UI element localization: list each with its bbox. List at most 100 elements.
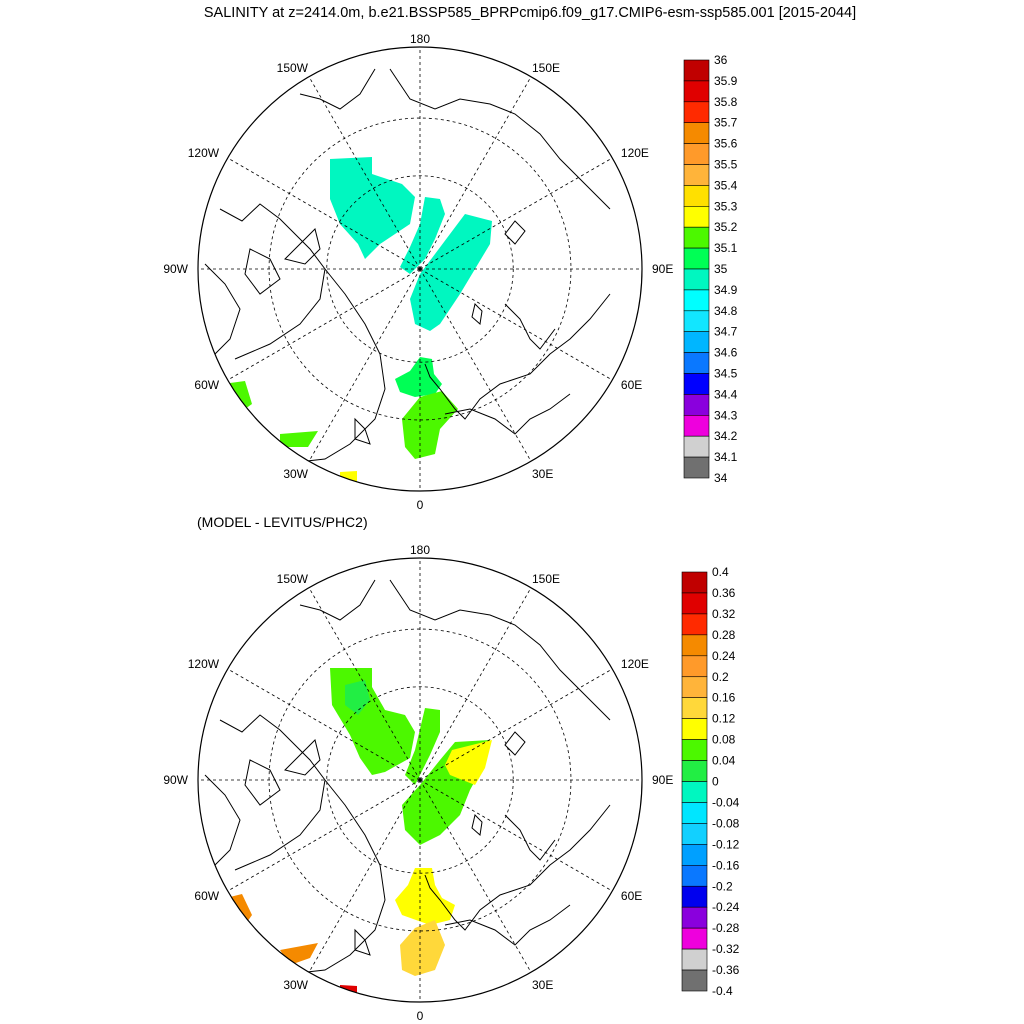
coastline xyxy=(204,774,241,866)
colorbar-label: 34.3 xyxy=(714,408,738,422)
lon-label: 90W xyxy=(163,262,188,276)
coastline xyxy=(299,579,376,621)
colorbar-swatch xyxy=(681,718,708,740)
colorbar-label: 35.7 xyxy=(714,116,738,130)
colorbar-label: 35.8 xyxy=(714,95,738,109)
colorbar-swatch xyxy=(681,906,708,929)
meridian-line xyxy=(419,76,532,270)
figure-title: SALINITY at z=2414.0m, b.e21.BSSP585_BPR… xyxy=(204,5,856,21)
colorbar-label: 35.1 xyxy=(714,241,738,255)
colorbar-label: 35.4 xyxy=(714,178,738,192)
lon-label: 30E xyxy=(532,978,553,992)
colorbar-label: -0.32 xyxy=(712,942,740,956)
meridian-line xyxy=(227,268,421,381)
colorbar-swatch xyxy=(681,676,708,699)
greenland-sea-region xyxy=(400,920,445,976)
colorbar-label: 34.8 xyxy=(714,304,738,318)
colorbar-label: 0.16 xyxy=(712,691,736,705)
coastline xyxy=(504,731,526,756)
colorbar-label: 35.6 xyxy=(714,137,738,151)
colorbar-swatch xyxy=(683,101,710,124)
colorbar-swatch xyxy=(681,885,708,908)
meridian-line xyxy=(308,779,421,973)
meridian-line xyxy=(227,779,421,892)
colorbar-label: 0.08 xyxy=(712,733,736,747)
colorbar-label: 34.2 xyxy=(714,429,738,443)
fram-strait-region xyxy=(395,868,455,925)
colorbar-label: -0.12 xyxy=(712,837,740,851)
colorbar-swatch xyxy=(683,143,710,165)
colorbar-label: -0.04 xyxy=(712,795,740,809)
meridian-line xyxy=(419,268,532,462)
lon-label: 30E xyxy=(532,467,553,481)
lon-label: 180 xyxy=(410,543,430,557)
meridian-line xyxy=(419,668,613,781)
coastline xyxy=(354,928,371,956)
colorbar-swatch xyxy=(683,80,710,103)
colorbar-label: 0.4 xyxy=(712,565,729,579)
lon-label: 30W xyxy=(283,978,308,992)
colorbar-swatch xyxy=(683,185,710,207)
colorbar-label: -0.4 xyxy=(712,984,733,998)
coastline xyxy=(299,68,376,110)
coastline xyxy=(354,417,371,445)
meridian-line xyxy=(227,157,421,270)
colorbar-label: 0.2 xyxy=(712,670,729,684)
colorbar-swatch xyxy=(681,948,708,971)
colorbar-label: 0.24 xyxy=(712,649,736,663)
lon-label: 60E xyxy=(621,378,642,392)
latitude-ring xyxy=(326,175,514,363)
coastline xyxy=(471,814,483,836)
colorbar-label: -0.2 xyxy=(712,879,733,893)
coastline xyxy=(389,68,611,210)
lomonosov-ridge-region xyxy=(405,708,440,785)
lon-label: 0 xyxy=(417,1009,424,1023)
colorbar-label: 0.36 xyxy=(712,586,736,600)
latitude-ring xyxy=(326,686,514,874)
colorbar-label: 0.04 xyxy=(712,754,736,768)
coastline xyxy=(244,759,281,806)
colorbar-swatch xyxy=(681,927,708,950)
coastline xyxy=(444,904,571,946)
colorbar-label: 35.9 xyxy=(714,74,738,88)
meridian-line xyxy=(308,268,421,462)
difference-map-panel: (MODEL - LEVITUS/PHC2) 180 0 90W 90E 150W 120W… xyxy=(163,514,739,1023)
colorbar-swatch xyxy=(681,571,708,594)
colorbar-swatch xyxy=(683,373,710,395)
coastline xyxy=(471,303,483,325)
coastline xyxy=(504,220,526,245)
coastline xyxy=(204,263,241,355)
meridian-line xyxy=(308,76,421,270)
coastline xyxy=(244,248,281,295)
meridian-line xyxy=(227,668,421,781)
lon-label: 90E xyxy=(652,262,673,276)
colorbar-label: 35.2 xyxy=(714,220,738,234)
fram-strait-region xyxy=(395,357,442,397)
colorbar-swatch xyxy=(681,823,708,845)
colorbar-swatch xyxy=(683,289,710,312)
coastline xyxy=(219,714,326,871)
polar-map xyxy=(198,47,642,491)
lon-label: 90W xyxy=(163,773,188,787)
coastline xyxy=(424,293,611,420)
coastline xyxy=(389,579,611,721)
coastline xyxy=(219,203,326,360)
irminger-sea-region xyxy=(280,943,318,965)
colorbar-swatch xyxy=(683,435,710,458)
colorbar-swatch xyxy=(683,206,710,228)
colorbar-label: 34.7 xyxy=(714,325,738,339)
colorbar-swatch xyxy=(683,310,710,332)
colorbar-swatch xyxy=(683,122,710,144)
lon-label: 120W xyxy=(188,657,220,671)
colorbar-label: 0.12 xyxy=(712,712,736,726)
map-boundary xyxy=(197,557,643,1003)
colorbar-label: 36 xyxy=(714,53,728,67)
colorbar-swatch xyxy=(681,802,708,824)
greenland-sea-region xyxy=(402,391,458,459)
lon-label: 120W xyxy=(188,146,220,160)
colorbar-swatch xyxy=(683,414,710,437)
lon-label: 90E xyxy=(652,773,673,787)
lon-label: 60W xyxy=(194,378,219,392)
lon-label: 120E xyxy=(621,657,649,671)
lomonosov-ridge-region xyxy=(400,197,445,274)
